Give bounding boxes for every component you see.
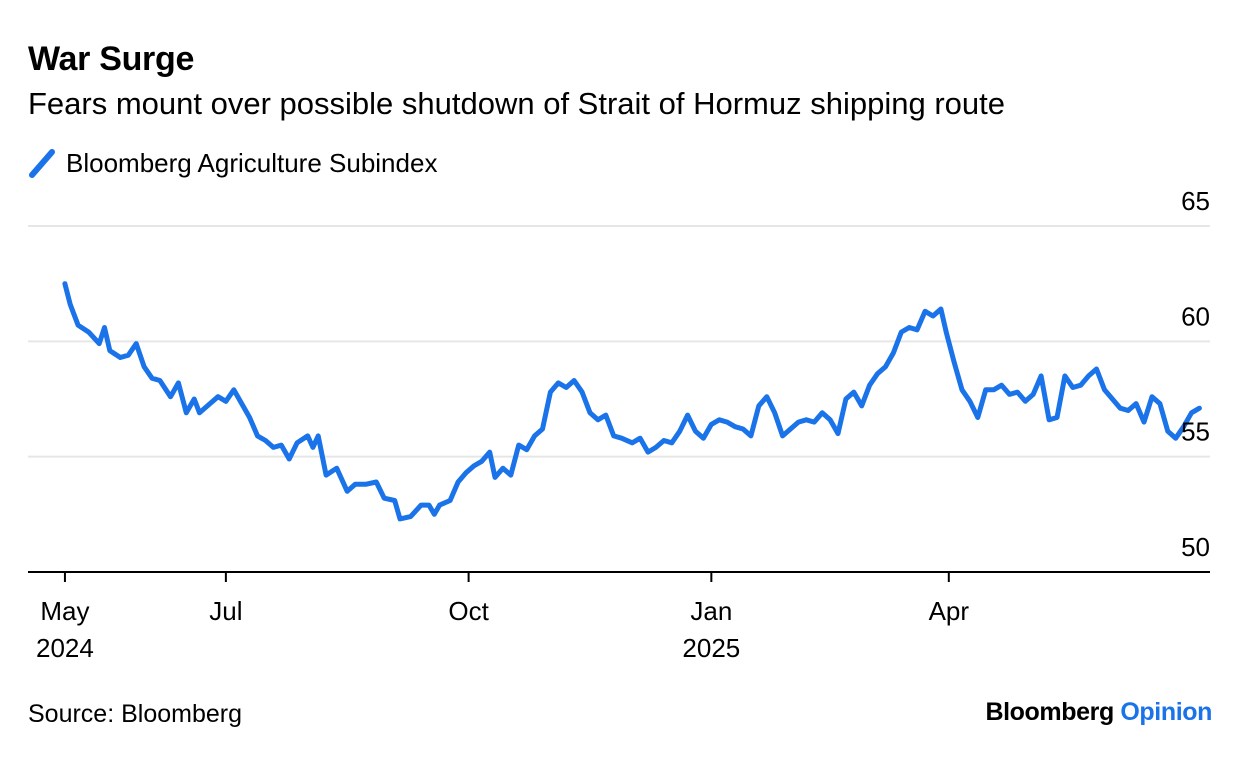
x-tick-label-apr: Apr <box>929 596 970 626</box>
x-tick-label-oct: Oct <box>448 596 489 626</box>
x-tick-label-jul: Jul <box>209 596 242 626</box>
brand-accent: Opinion <box>1120 698 1212 726</box>
y-tick-label-65: 65 <box>1181 186 1210 216</box>
y-tick-label-50: 50 <box>1181 532 1210 562</box>
x-tick-year-2024: 2024 <box>36 633 94 663</box>
gridlines <box>28 225 1210 458</box>
x-tick-label-jan: Jan <box>690 596 732 626</box>
legend-swatch-line-icon <box>29 149 55 178</box>
chart-subtitle: Fears mount over possible shutdown of St… <box>28 86 1005 121</box>
legend: Bloomberg Agriculture Subindex <box>28 146 437 180</box>
source-note: Source: Bloomberg <box>28 700 243 728</box>
x-tick-label-may: May <box>40 596 89 626</box>
x-tick-year-2025: 2025 <box>682 633 740 663</box>
y-tick-label-60: 60 <box>1181 301 1210 331</box>
legend-label: Bloomberg Agriculture Subindex <box>66 147 438 178</box>
x-axis <box>28 571 1210 582</box>
series-layer <box>62 281 1202 522</box>
y-tick-label-55: 55 <box>1181 417 1210 447</box>
brand-main: Bloomberg <box>985 698 1114 726</box>
tick-labels: 50 55 60 65 May 2024 Jul Oct Jan 2025 Apr <box>36 186 1210 663</box>
series-line-agriculture-subindex <box>62 281 1202 522</box>
chart-title: War Surge <box>28 40 195 78</box>
brand-logo: Bloomberg Opinion <box>985 698 1212 727</box>
